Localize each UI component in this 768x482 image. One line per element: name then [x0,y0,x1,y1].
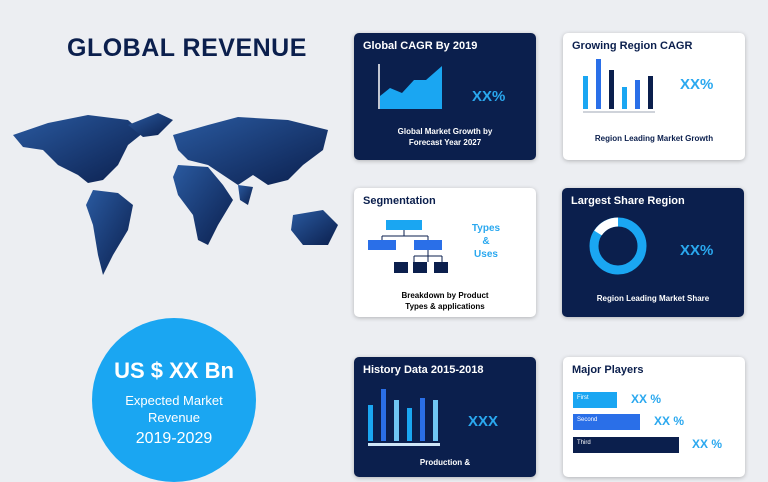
types-uses-label: Types & Uses [466,222,506,261]
bar-chart-icon [368,389,440,446]
caption-line: Types & applications [405,302,485,311]
card-caption: Global Market Growth by Forecast Year 202… [354,126,536,148]
hierarchy-icon [368,220,448,273]
area-chart-icon [378,64,442,109]
player-value: XX % [692,437,723,451]
card-value: XX% [680,76,714,93]
card-value: XXX [468,413,499,430]
card-title: Major Players [572,364,644,376]
card-caption: Region Leading Market Share [596,294,710,303]
revenue-value: US $ XX Bn [114,358,234,383]
player-bar-second: Second [573,414,640,430]
caption-line: Breakdown by Product [401,291,489,300]
card-value: XX% [472,88,506,105]
card-title: Global CAGR By 2019 [363,40,478,52]
label-line: Types [471,223,501,234]
label-line: Uses [474,249,498,260]
card-title: Segmentation [363,195,436,207]
card-major-players: Major Players First XX % Second XX % Thi… [563,357,745,477]
revenue-period: 2019-2029 [135,430,213,447]
page-title: GLOBAL REVENUE [67,34,307,62]
label-line: & [482,236,490,247]
player-bar-third: Third [573,437,679,453]
card-title: Largest Share Region [571,195,685,207]
card-caption: Breakdown by Product Types & applications [354,290,536,312]
card-title: Growing Region CAGR [572,40,693,52]
player-bar-first: First [573,392,617,408]
revenue-label: Expected Market Revenue [125,393,223,425]
caption-line: Forecast Year 2027 [408,138,482,147]
card-history: History Data 2015-2018 XXX Production & [354,357,536,477]
player-value: XX % [631,392,662,406]
card-segmentation: Segmentation Types & Uses Breakdown by Pro… [354,188,536,317]
card-global-cagr: Global CAGR By 2019 XX% Global Market Gr… [354,33,536,160]
card-caption: Region Leading Market Growth [594,134,714,143]
card-largest-share: Largest Share Region XX% Region Leading … [562,188,744,317]
donut-chart-icon [589,217,647,275]
card-title: History Data 2015-2018 [363,364,484,376]
bar-chart-icon [583,59,655,113]
card-value: XX% [680,242,714,259]
card-region-cagr: Growing Region CAGR XX% Region Leading M… [563,33,745,160]
world-map-icon [13,113,338,275]
player-value: XX % [654,414,685,428]
revenue-circle: US $ XX Bn Expected Market Revenue 2019-… [92,318,256,482]
caption-line: Global Market Growth by [397,127,493,136]
